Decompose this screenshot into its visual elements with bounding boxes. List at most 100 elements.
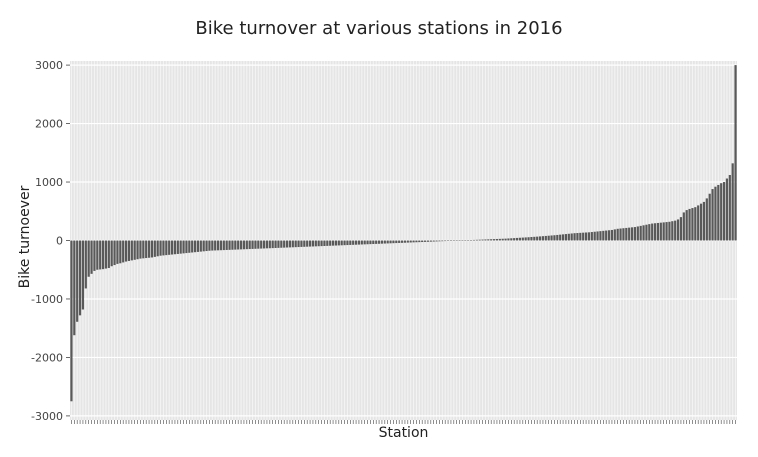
bar xyxy=(176,240,179,254)
bar xyxy=(329,240,332,246)
bar xyxy=(159,240,162,256)
bar xyxy=(639,225,642,241)
bar xyxy=(285,240,289,248)
bar xyxy=(331,240,335,246)
bar xyxy=(625,227,628,241)
bar xyxy=(260,240,263,249)
bar xyxy=(113,240,116,266)
bar xyxy=(702,201,706,241)
bar xyxy=(173,240,177,255)
bar xyxy=(492,239,496,241)
bar xyxy=(576,233,579,241)
bar xyxy=(556,234,559,241)
bar xyxy=(116,240,119,264)
bar xyxy=(271,240,274,249)
y-tick-label: 0 xyxy=(56,235,63,248)
bar xyxy=(300,240,303,247)
bar xyxy=(616,228,619,241)
bar xyxy=(564,234,568,241)
bar xyxy=(699,203,703,241)
bar xyxy=(73,240,76,336)
bar xyxy=(386,240,389,244)
bar xyxy=(455,240,458,241)
y-tick-label: 3000 xyxy=(35,59,63,72)
bar xyxy=(216,240,220,251)
bar xyxy=(346,240,349,246)
bar xyxy=(685,210,688,241)
bar xyxy=(93,240,96,271)
bar xyxy=(636,226,639,241)
bar xyxy=(182,240,185,254)
bar xyxy=(633,227,637,241)
bar xyxy=(484,239,487,241)
bar xyxy=(133,240,136,260)
bar xyxy=(124,240,128,262)
bar xyxy=(383,240,386,244)
bar xyxy=(211,240,214,251)
bar xyxy=(369,240,372,245)
bar xyxy=(521,237,524,241)
bar xyxy=(357,240,361,245)
bar xyxy=(222,240,225,251)
y-axis-layer: -3000 -2000 -1000 0 1000 2000 3000 xyxy=(31,59,70,423)
bar xyxy=(734,65,737,241)
bar xyxy=(251,240,254,249)
bar xyxy=(352,240,355,245)
bar xyxy=(412,240,415,243)
bar xyxy=(170,240,174,255)
bar xyxy=(472,239,476,241)
bar xyxy=(168,240,171,255)
bar xyxy=(145,240,148,259)
bar xyxy=(219,240,223,251)
bar xyxy=(714,186,717,241)
bar xyxy=(337,240,340,246)
bar xyxy=(582,232,585,241)
bar xyxy=(541,236,545,241)
bar xyxy=(294,240,297,248)
y-tick-label: -1000 xyxy=(31,293,63,306)
bar xyxy=(156,240,159,257)
bar xyxy=(274,240,277,248)
bar xyxy=(375,240,378,244)
bar xyxy=(464,240,467,241)
bar xyxy=(536,236,539,241)
bar xyxy=(435,240,438,242)
bar xyxy=(596,231,599,241)
bar xyxy=(533,236,536,241)
bar xyxy=(291,240,294,248)
bar xyxy=(234,240,237,250)
bar xyxy=(449,240,453,241)
bar xyxy=(467,240,470,241)
bar xyxy=(648,224,651,241)
bar xyxy=(645,224,648,241)
bar xyxy=(150,240,154,258)
bar xyxy=(90,240,93,274)
bar xyxy=(280,240,283,248)
bar xyxy=(490,239,493,241)
bar xyxy=(605,230,608,241)
bar xyxy=(679,217,683,241)
bar xyxy=(708,193,711,241)
y-axis-label: Bike turnoever xyxy=(17,185,33,289)
bar xyxy=(199,240,202,252)
bar xyxy=(122,240,125,263)
bar xyxy=(630,227,634,241)
bar xyxy=(720,183,723,241)
bar xyxy=(651,223,654,241)
bar xyxy=(495,238,499,241)
bar xyxy=(518,237,522,241)
bar xyxy=(653,223,657,241)
bar xyxy=(717,184,720,241)
bar xyxy=(438,240,441,242)
bar xyxy=(257,240,260,249)
bar xyxy=(303,240,306,247)
bar xyxy=(662,222,665,241)
bar xyxy=(544,235,547,241)
bar xyxy=(185,240,188,254)
y-tick-label: -2000 xyxy=(31,351,63,364)
bar xyxy=(444,240,447,242)
bar xyxy=(478,239,481,241)
bar xyxy=(395,240,398,244)
bar xyxy=(208,240,211,251)
